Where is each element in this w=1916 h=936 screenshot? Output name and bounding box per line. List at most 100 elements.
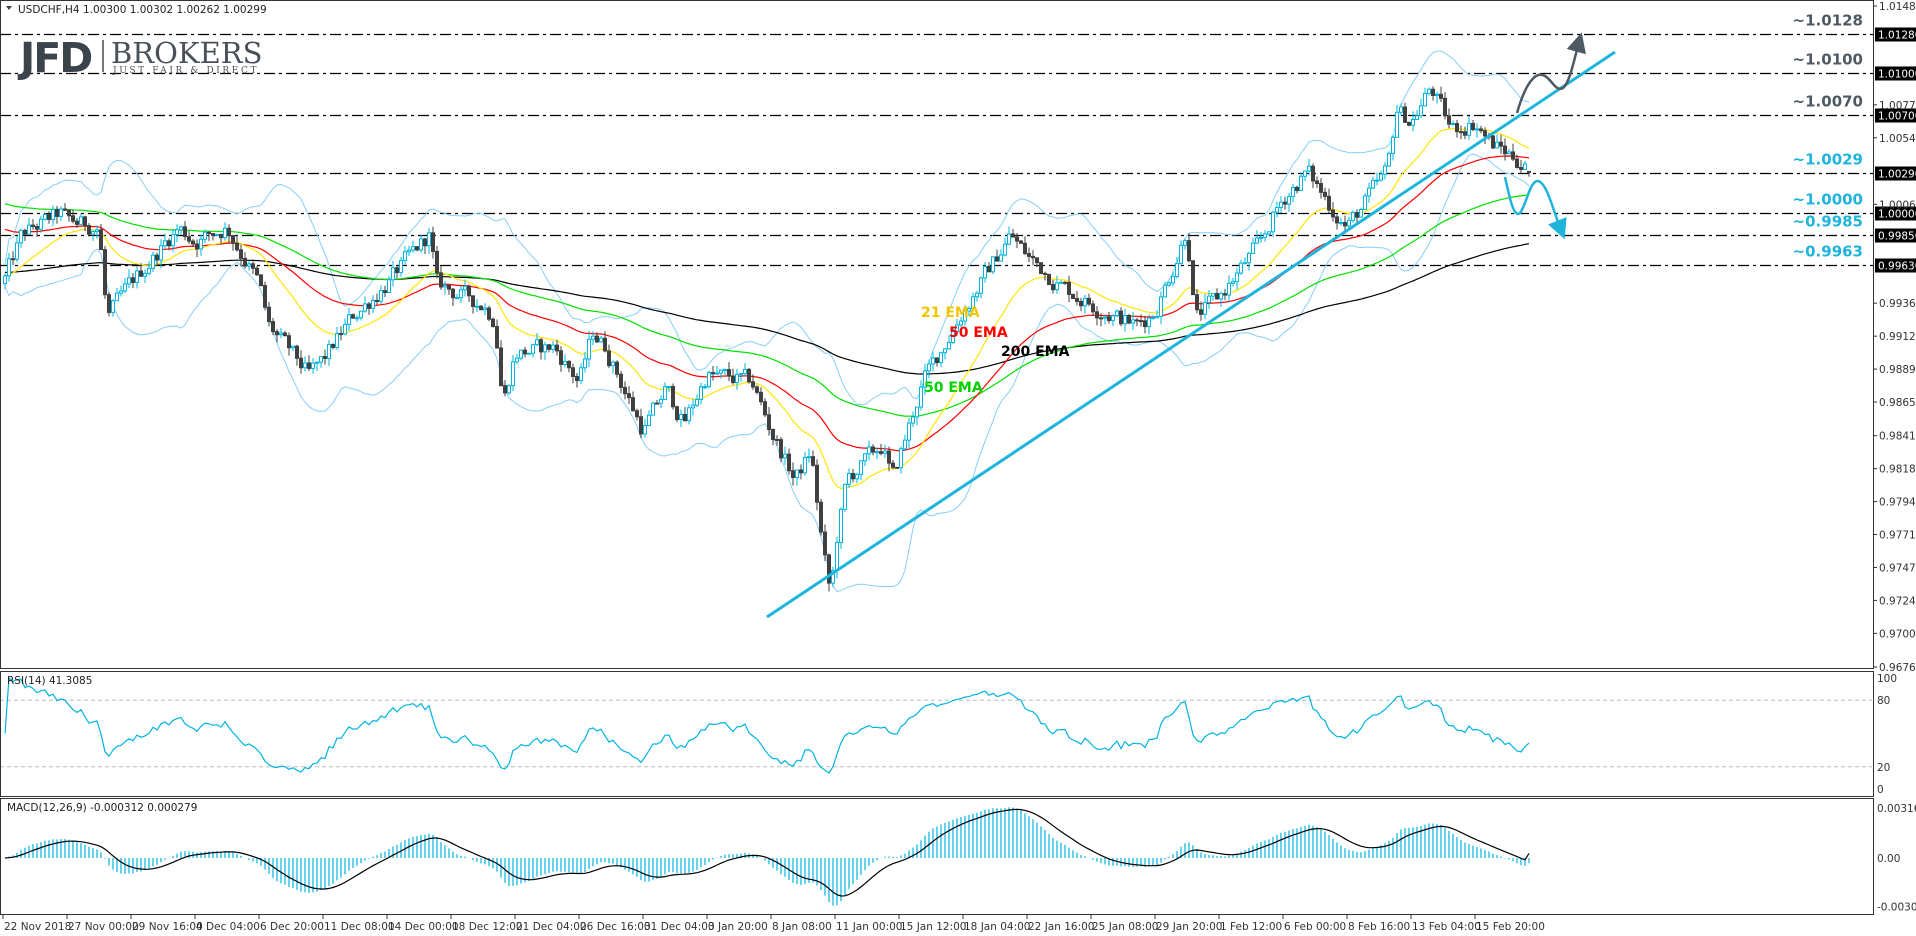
candle-body bbox=[727, 369, 731, 377]
candle-body bbox=[935, 357, 939, 364]
uptrend-line[interactable] bbox=[766, 50, 1616, 619]
candle-bearish bbox=[887, 446, 891, 472]
time-tick-label: 13 Feb 04:00 bbox=[1412, 921, 1481, 933]
candle-body bbox=[1063, 281, 1067, 284]
candle-body bbox=[307, 362, 311, 369]
candle-bullish bbox=[679, 409, 683, 427]
candle-bullish bbox=[1131, 311, 1135, 331]
candle-bearish bbox=[767, 406, 771, 436]
candle-body bbox=[3, 275, 7, 285]
candle-body bbox=[1387, 152, 1391, 167]
candle-bearish bbox=[1047, 273, 1051, 286]
candle-body bbox=[1475, 128, 1479, 131]
candle-bullish bbox=[279, 327, 283, 339]
candle-body bbox=[603, 337, 607, 352]
candle-bearish bbox=[1431, 86, 1435, 101]
candle-bullish bbox=[1467, 116, 1471, 140]
price-label-text: 1.00000 bbox=[1878, 209, 1916, 221]
candle-bearish bbox=[1223, 288, 1227, 301]
candle-bullish bbox=[119, 285, 123, 297]
candle-body bbox=[535, 339, 539, 346]
candle-bullish bbox=[783, 446, 787, 465]
candle-bullish bbox=[1299, 172, 1303, 191]
candle-body bbox=[63, 208, 67, 211]
candle-body bbox=[643, 425, 647, 435]
candle-body bbox=[1503, 145, 1507, 155]
candle-body bbox=[563, 360, 567, 365]
candle-body bbox=[903, 439, 907, 450]
candle-body bbox=[303, 362, 307, 369]
candle-bullish bbox=[1103, 314, 1107, 325]
ema-50-green-line bbox=[4, 194, 1530, 417]
candle-bearish bbox=[219, 233, 223, 245]
candle-body bbox=[631, 397, 635, 412]
candle-body bbox=[1031, 255, 1035, 259]
candle-bullish bbox=[803, 451, 807, 476]
candle-bullish bbox=[715, 365, 719, 375]
candle-body bbox=[687, 407, 691, 422]
candle-body bbox=[571, 367, 575, 377]
candle-bullish bbox=[1231, 277, 1235, 287]
time-tick-label: 22 Jan 16:00 bbox=[1028, 921, 1094, 933]
candle-bullish bbox=[719, 369, 723, 379]
candle-body bbox=[567, 360, 571, 369]
macd-plot bbox=[4, 807, 1530, 906]
candle-bearish bbox=[547, 344, 551, 353]
candle-body bbox=[1195, 294, 1199, 311]
price-label-text: 1.01000 bbox=[1878, 69, 1916, 81]
candle-body bbox=[863, 453, 867, 462]
candle-body bbox=[399, 259, 403, 274]
candle-body bbox=[291, 345, 295, 349]
logo-tagline: JUST FAIR & DIRECT bbox=[112, 66, 259, 76]
candle-bearish bbox=[1015, 232, 1019, 249]
candle-body bbox=[1319, 182, 1323, 193]
candle-bearish bbox=[635, 408, 639, 421]
candle-bearish bbox=[323, 349, 327, 365]
candle-body bbox=[807, 456, 811, 459]
time-tick-label: 4 Dec 04:00 bbox=[196, 921, 260, 933]
candle-body bbox=[1139, 320, 1143, 323]
candle-body bbox=[1519, 166, 1523, 170]
candle-body bbox=[559, 350, 563, 365]
candle-bearish bbox=[1071, 293, 1075, 300]
candle-bearish bbox=[787, 448, 791, 475]
candle-body bbox=[1515, 158, 1519, 168]
candle-body bbox=[803, 456, 807, 474]
candle-bearish bbox=[1119, 307, 1123, 327]
candle-body bbox=[339, 333, 343, 336]
candle-bullish bbox=[1391, 135, 1395, 161]
candle-body bbox=[171, 234, 175, 247]
candle-body bbox=[19, 229, 23, 244]
candle-body bbox=[955, 324, 959, 333]
bearish-scenario-arrow-icon bbox=[1503, 176, 1567, 240]
candle-body bbox=[443, 284, 447, 288]
candle-body bbox=[1099, 317, 1103, 320]
candle-body bbox=[447, 284, 451, 290]
candle-body bbox=[859, 460, 863, 475]
candle-body bbox=[1267, 231, 1271, 235]
candle-bullish bbox=[667, 386, 671, 392]
candle-bullish bbox=[1183, 238, 1187, 250]
candle-body bbox=[1071, 293, 1075, 300]
candle-body bbox=[979, 277, 983, 294]
candle-body bbox=[743, 368, 747, 375]
candle-body bbox=[187, 236, 191, 242]
candle-bullish bbox=[335, 326, 339, 350]
dropdown-triangle-icon[interactable] bbox=[6, 6, 12, 10]
candle-body bbox=[1131, 319, 1135, 324]
candle-bearish bbox=[131, 273, 135, 289]
candle-bullish bbox=[967, 306, 971, 316]
candle-bearish bbox=[1135, 318, 1139, 327]
candle-bearish bbox=[575, 373, 579, 388]
candle-body bbox=[95, 229, 99, 233]
candle-bearish bbox=[1491, 132, 1495, 150]
candle-bearish bbox=[731, 368, 735, 385]
candle-body bbox=[875, 451, 879, 454]
candle-bullish bbox=[863, 452, 867, 467]
candle-body bbox=[1115, 310, 1119, 317]
candle-body bbox=[1091, 303, 1095, 313]
candle-bearish bbox=[1139, 314, 1143, 327]
candle-bullish bbox=[919, 380, 923, 411]
